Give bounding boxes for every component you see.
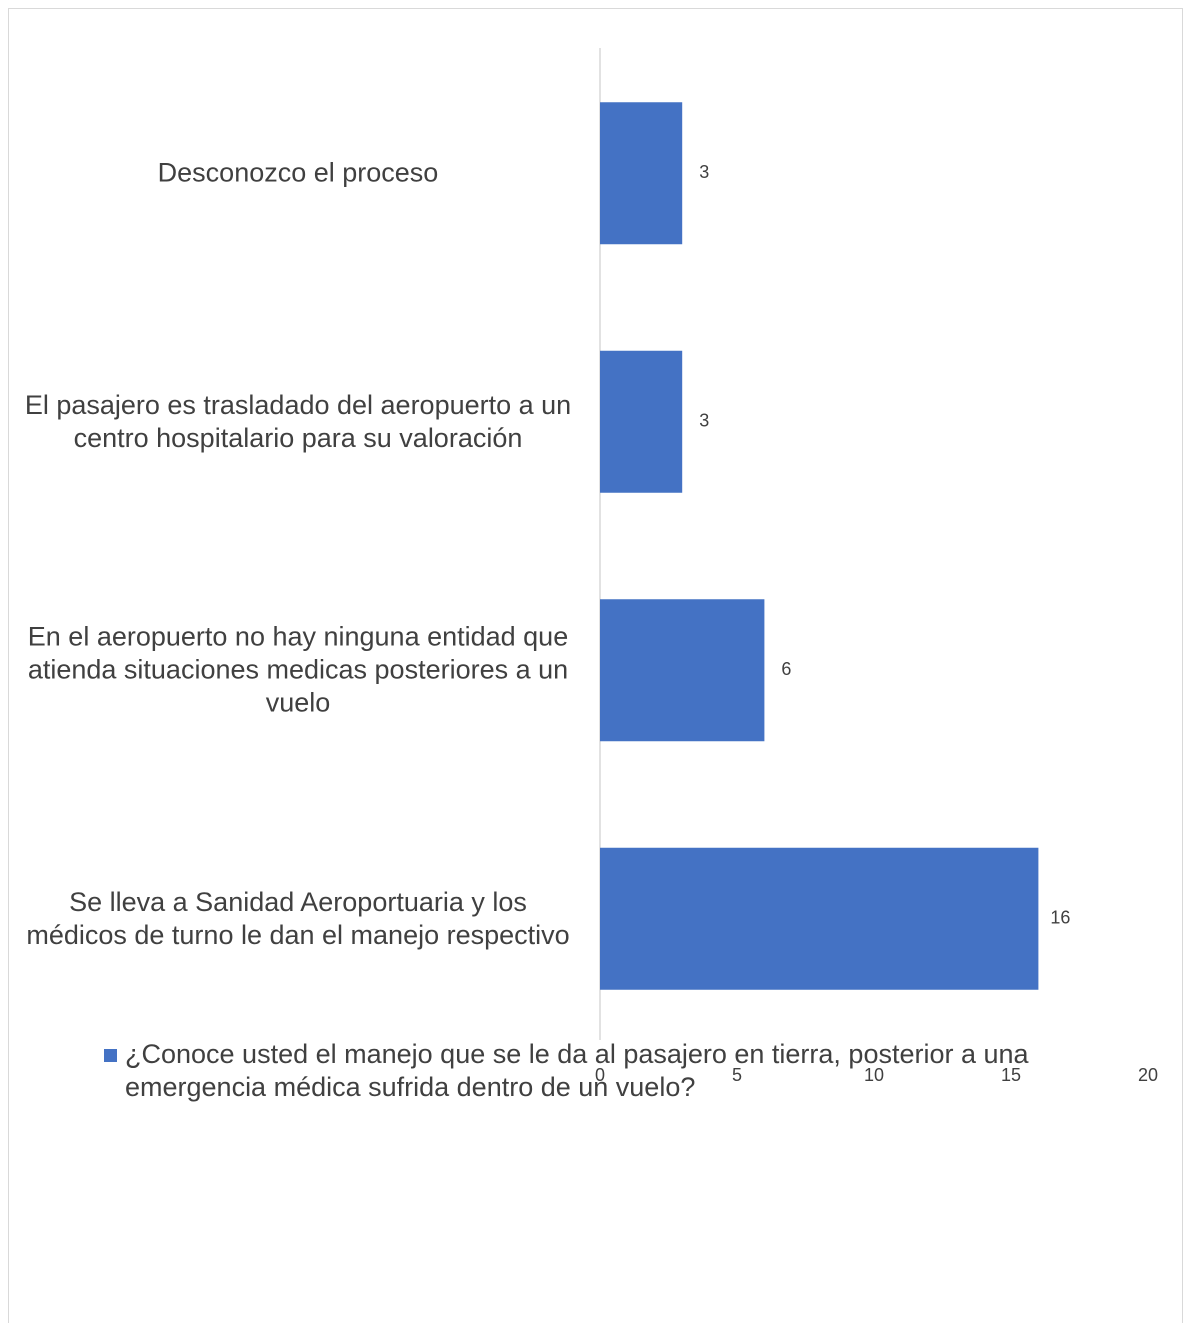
data-label: 3 [699, 411, 709, 431]
category-label: Desconozco el proceso [157, 157, 439, 188]
chart-border [8, 8, 1183, 1323]
x-tick-label: 10 [864, 1065, 884, 1085]
bar [600, 847, 1039, 990]
x-tick-label: 20 [1138, 1065, 1158, 1085]
data-label: 6 [781, 659, 791, 679]
category-label: Se lleva a Sanidad Aeroportuaria y los m… [26, 886, 570, 950]
category-label: El pasajero es trasladado del aeropuerto… [24, 389, 572, 453]
category-label: En el aeropuerto no hay ninguna entidad … [27, 621, 569, 718]
x-tick-label: 5 [732, 1065, 742, 1085]
x-tick-label: 0 [595, 1065, 605, 1085]
data-label: 16 [1050, 908, 1070, 928]
data-label: 3 [699, 162, 709, 182]
legend-label: ¿Conoce usted el manejo que se le da al … [125, 1039, 1029, 1102]
legend-swatch [104, 1049, 117, 1062]
bar [600, 350, 683, 493]
bar [600, 102, 683, 245]
bar [600, 599, 765, 742]
x-tick-label: 15 [1001, 1065, 1021, 1085]
